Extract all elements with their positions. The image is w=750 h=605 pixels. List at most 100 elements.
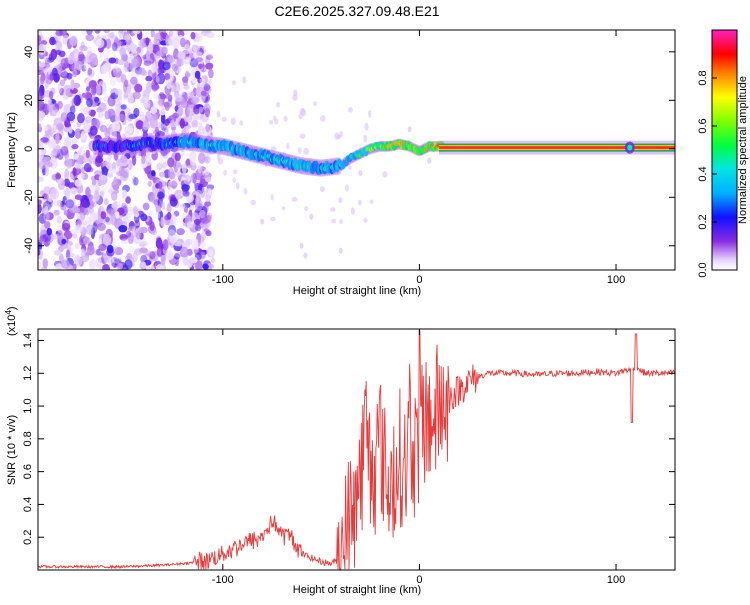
noise-blob xyxy=(156,264,163,270)
noise-blob xyxy=(155,212,160,219)
noise-blob xyxy=(350,207,355,215)
noise-blob xyxy=(179,246,189,258)
noise-blob xyxy=(38,260,42,270)
noise-blob xyxy=(194,260,203,270)
noise-blob xyxy=(177,30,184,36)
noise-blob xyxy=(60,70,67,77)
noise-blob xyxy=(181,183,191,192)
noise-blob xyxy=(150,106,158,115)
snr-line xyxy=(38,330,675,570)
noise-blob xyxy=(153,100,159,110)
noise-blob xyxy=(130,76,138,85)
noise-blob xyxy=(162,161,167,169)
colorbar-tick-label: 0.8 xyxy=(697,70,709,85)
noise-blob xyxy=(119,155,128,164)
noise-blob xyxy=(38,43,47,56)
noise-blob xyxy=(185,127,191,133)
noise-blob xyxy=(53,117,63,127)
noise-blob xyxy=(54,59,59,66)
noise-blob xyxy=(44,205,49,214)
noise-blob xyxy=(50,142,58,148)
noise-blob xyxy=(80,131,86,141)
noise-blob xyxy=(183,176,193,185)
noise-blob xyxy=(195,57,203,63)
noise-blob xyxy=(283,115,288,122)
noise-blob xyxy=(189,91,195,97)
noise-blob xyxy=(72,153,79,160)
noise-blob xyxy=(43,125,49,131)
noise-blob xyxy=(174,94,183,102)
noise-blob xyxy=(39,75,45,85)
noise-blob xyxy=(194,203,203,212)
noise-blob xyxy=(72,233,78,239)
noise-blob xyxy=(155,122,164,129)
noise-blob xyxy=(141,155,146,165)
noise-blob xyxy=(168,69,174,82)
noise-blob xyxy=(208,249,214,257)
y-tick-label: 0.2 xyxy=(22,530,34,545)
noise-blob xyxy=(106,244,114,254)
noise-blob xyxy=(369,199,374,205)
noise-blob xyxy=(38,199,42,205)
noise-blob xyxy=(180,37,186,48)
noise-blob xyxy=(303,252,308,259)
noise-blob xyxy=(82,236,91,245)
noise-blob xyxy=(331,218,337,224)
noise-blob xyxy=(119,170,128,177)
noise-blob xyxy=(79,45,88,52)
noise-blob xyxy=(348,107,353,113)
noise-blob xyxy=(170,30,179,37)
noise-blob xyxy=(81,200,88,207)
noise-blob xyxy=(111,261,119,268)
noise-blob xyxy=(71,64,78,72)
noise-blob xyxy=(233,169,238,175)
noise-blob xyxy=(117,59,124,66)
x-tick-label: 0 xyxy=(416,274,422,286)
noise-blob xyxy=(41,266,48,270)
noise-blob xyxy=(176,228,185,236)
noise-blob xyxy=(204,201,212,207)
noise-blob xyxy=(100,211,107,220)
noise-blob xyxy=(119,30,124,34)
noise-blob xyxy=(163,101,170,108)
noise-blob xyxy=(85,116,92,124)
noise-blob xyxy=(186,194,195,203)
spectrogram-y-ticks: -40 -20 0 20 40 xyxy=(23,46,675,254)
noise-blob xyxy=(181,164,187,174)
carrier-spot xyxy=(627,144,633,151)
noise-blob xyxy=(91,84,97,96)
y-tick-label: 1.4 xyxy=(22,333,34,348)
noise-blob xyxy=(235,182,240,190)
noise-blob xyxy=(348,165,352,170)
noise-blob xyxy=(61,238,67,245)
noise-blob xyxy=(276,102,281,108)
noise-blob xyxy=(161,201,166,211)
noise-blob xyxy=(55,172,61,180)
snr-frame xyxy=(37,328,676,571)
noise-blob xyxy=(85,149,90,159)
noise-blob xyxy=(190,31,196,40)
noise-blob xyxy=(270,194,274,201)
noise-blob xyxy=(97,109,104,119)
noise-blob xyxy=(164,119,170,126)
noise-blob xyxy=(303,147,309,155)
noise-blob xyxy=(120,104,127,110)
snr-y-multiplier-close: ) xyxy=(6,306,18,310)
noise-blob xyxy=(205,54,213,60)
noise-blob xyxy=(71,97,76,109)
noise-blob xyxy=(89,258,96,270)
noise-blob xyxy=(110,76,116,87)
noise-blob xyxy=(46,227,53,236)
noise-blob xyxy=(242,76,247,84)
noise-blob xyxy=(133,177,139,186)
noise-blob xyxy=(151,170,156,177)
spectrogram-ridge xyxy=(92,121,445,264)
noise-blob xyxy=(118,113,125,122)
noise-blob xyxy=(55,40,63,53)
noise-blob xyxy=(44,164,49,177)
noise-blob xyxy=(42,258,48,268)
noise-blob xyxy=(50,48,58,61)
noise-blob xyxy=(194,224,202,232)
noise-blob xyxy=(182,190,190,197)
noise-blob xyxy=(65,199,72,205)
